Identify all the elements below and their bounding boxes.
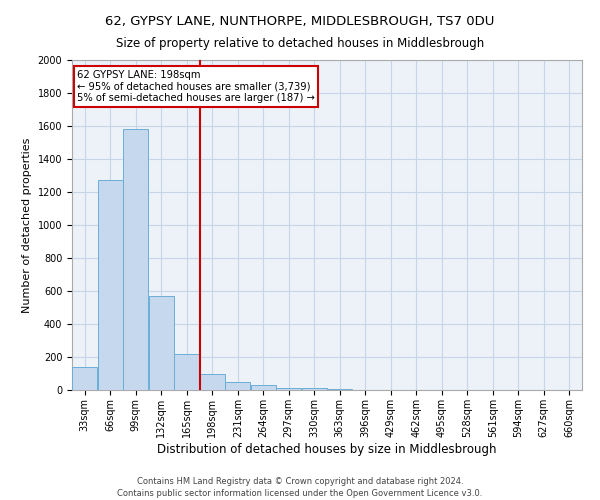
Bar (149, 296, 174, 390)
Bar (123, 130, 148, 390)
Bar (72, 367, 97, 390)
Y-axis label: Number of detached properties: Number of detached properties (22, 138, 32, 312)
Text: Contains HM Land Registry data © Crown copyright and database right 2024.
Contai: Contains HM Land Registry data © Crown c… (118, 476, 482, 498)
Text: 62 GYPSY LANE: 198sqm
← 95% of detached houses are smaller (3,739)
5% of semi-de: 62 GYPSY LANE: 198sqm ← 95% of detached … (77, 70, 315, 103)
Text: Size of property relative to detached houses in Middlesbrough: Size of property relative to detached ho… (116, 38, 484, 51)
Text: 62, GYPSY LANE, NUNTHORPE, MIDDLESBROUGH, TS7 0DU: 62, GYPSY LANE, NUNTHORPE, MIDDLESBROUGH… (106, 15, 494, 28)
X-axis label: Distribution of detached houses by size in Middlesbrough: Distribution of detached houses by size … (157, 442, 497, 456)
Bar (302, 388, 327, 390)
Bar (276, 388, 301, 390)
Bar (251, 386, 276, 390)
Bar (225, 382, 250, 390)
Bar (200, 374, 225, 390)
Bar (174, 354, 199, 390)
Bar (98, 180, 123, 390)
